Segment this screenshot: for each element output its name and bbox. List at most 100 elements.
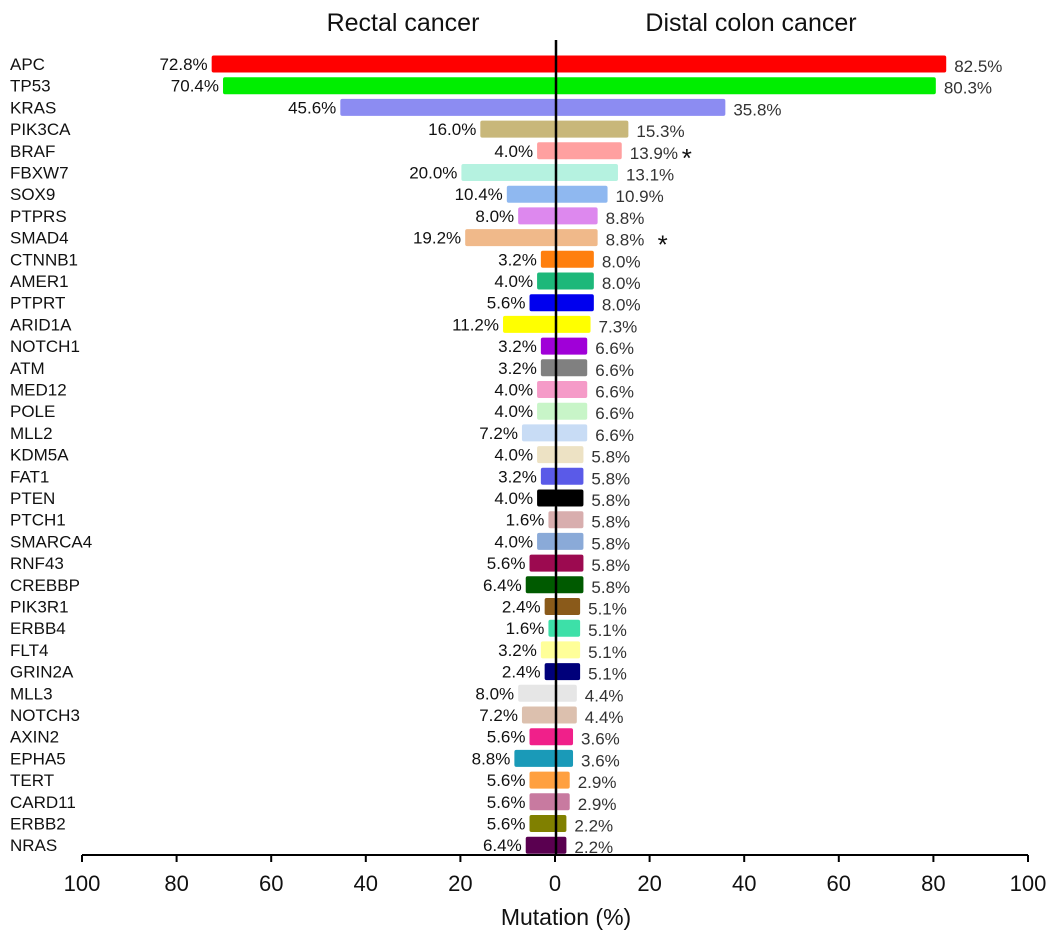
rectal-bar	[223, 77, 556, 95]
gene-row: FAT1 3.2% 5.8%	[10, 467, 630, 488]
rectal-bar	[521, 424, 556, 442]
significance-star: *	[682, 143, 692, 173]
gene-label: POLE	[10, 402, 55, 421]
distal-bar	[556, 815, 567, 832]
gene-label: ERBB2	[10, 815, 66, 834]
gene-label: NRAS	[10, 836, 57, 855]
rectal-value-label: 10.4%	[455, 185, 503, 204]
x-tick-label: 20	[637, 871, 661, 896]
x-tick-label: 60	[259, 871, 283, 896]
rectal-value-label: 3.2%	[498, 359, 537, 378]
distal-value-label: 5.8%	[591, 556, 630, 575]
gene-label: ATM	[10, 359, 45, 378]
gene-row: ATM 3.2% 6.6%	[10, 359, 634, 380]
rectal-value-label: 6.4%	[483, 576, 522, 595]
distal-bar	[556, 836, 567, 854]
distal-value-label: 6.6%	[595, 426, 634, 445]
rectal-value-label: 4.0%	[494, 142, 533, 161]
left-panel-title: Rectal cancer	[327, 9, 480, 37]
rectal-bar	[506, 185, 556, 203]
gene-label: PTPRS	[10, 207, 67, 226]
rectal-value-label: 5.6%	[487, 294, 526, 313]
gene-label: FLT4	[10, 641, 48, 660]
rectal-bar	[540, 337, 556, 355]
distal-value-label: 6.6%	[595, 383, 634, 402]
gene-label: SMARCA4	[10, 532, 92, 551]
distal-value-label: 13.9%	[630, 144, 678, 163]
rectal-value-label: 8.8%	[472, 749, 511, 768]
gene-row: ARID1A 11.2% 7.3%	[10, 315, 637, 336]
gene-label: GRIN2A	[10, 663, 74, 682]
distal-bar	[556, 55, 947, 73]
distal-bar	[556, 98, 726, 116]
distal-value-label: 6.6%	[595, 404, 634, 423]
rectal-value-label: 3.2%	[498, 337, 537, 356]
rectal-bar	[529, 294, 556, 312]
distal-bar	[556, 749, 574, 767]
rectal-value-label: 8.0%	[475, 684, 514, 703]
gene-label: KDM5A	[10, 446, 69, 465]
rectal-value-label: 7.2%	[479, 706, 518, 725]
rectal-bar	[540, 250, 556, 268]
gene-label: PTPRT	[10, 294, 65, 313]
distal-bar	[556, 207, 598, 225]
gene-row: MED12 4.0% 6.6%	[10, 381, 634, 402]
gene-label: FAT1	[10, 467, 49, 486]
distal-bar	[556, 381, 588, 398]
rectal-bar	[529, 815, 556, 832]
rectal-value-label: 70.4%	[171, 77, 219, 96]
distal-value-label: 4.4%	[585, 686, 624, 705]
x-axis-label: Mutation (%)	[501, 904, 631, 930]
gene-label: EPHA5	[10, 749, 66, 768]
rectal-value-label: 8.0%	[475, 207, 514, 226]
gene-label: CTNNB1	[10, 250, 78, 269]
rectal-value-label: 1.6%	[506, 619, 545, 638]
distal-value-label: 13.1%	[626, 166, 674, 185]
rectal-value-label: 5.6%	[487, 728, 526, 747]
gene-row: PIK3R1 2.4% 5.1%	[10, 598, 627, 619]
rectal-value-label: 20.0%	[409, 164, 457, 183]
distal-bar	[556, 185, 608, 203]
x-axis-ticks: 100 80 60 40 20 0 20 40 60 80 100	[64, 855, 1046, 896]
distal-value-label: 8.8%	[606, 209, 645, 228]
rectal-value-label: 72.8%	[159, 55, 207, 74]
gene-row: PTPRS 8.0% 8.8%	[10, 207, 644, 228]
gene-label: PIK3CA	[10, 120, 71, 139]
distal-bar	[556, 120, 629, 138]
gene-row: NOTCH1 3.2% 6.6%	[10, 337, 634, 358]
rectal-value-label: 5.6%	[487, 554, 526, 573]
distal-bar	[556, 294, 594, 312]
distal-bar	[556, 641, 581, 659]
rectal-bar	[518, 684, 556, 702]
rectal-bar	[340, 98, 556, 116]
distal-value-label: 8.8%	[606, 231, 645, 250]
distal-value-label: 3.6%	[581, 751, 620, 770]
gene-label: FBXW7	[10, 164, 69, 183]
gene-label: RNF43	[10, 554, 64, 573]
gene-row: MLL2 7.2% 6.6%	[10, 424, 634, 445]
rectal-bar	[480, 120, 556, 138]
distal-bar	[556, 554, 584, 572]
rectal-bar	[537, 402, 556, 420]
gene-label: MED12	[10, 381, 67, 400]
gene-label: TP53	[10, 77, 51, 96]
gene-label: CREBBP	[10, 576, 80, 595]
gene-label: PTCH1	[10, 511, 66, 530]
gene-row: GRIN2A 2.4% 5.1%	[10, 663, 627, 684]
distal-bar	[556, 576, 584, 594]
gene-row: POLE 4.0% 6.6%	[10, 402, 634, 423]
gene-row: AMER1 4.0% 8.0%	[10, 272, 641, 293]
rectal-bar	[503, 315, 556, 333]
distal-value-label: 2.2%	[574, 838, 613, 857]
rectal-bar	[529, 554, 556, 572]
distal-value-label: 2.9%	[578, 773, 617, 792]
distal-value-label: 8.0%	[602, 274, 641, 293]
rectal-bar	[514, 749, 556, 767]
distal-bar	[556, 337, 588, 355]
rectal-value-label: 4.0%	[494, 402, 533, 421]
gene-label: BRAF	[10, 142, 55, 161]
rectal-value-label: 1.6%	[506, 511, 545, 530]
distal-bar	[556, 728, 574, 746]
rectal-value-label: 2.4%	[502, 598, 541, 617]
rectal-value-label: 3.2%	[498, 250, 537, 269]
